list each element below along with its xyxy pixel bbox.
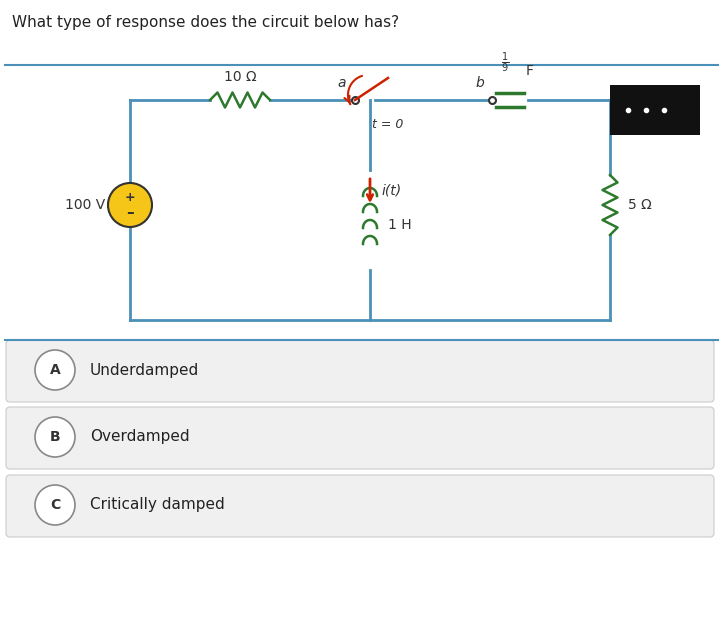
Text: A: A xyxy=(50,363,61,377)
Text: Underdamped: Underdamped xyxy=(90,362,200,378)
Text: Overdamped: Overdamped xyxy=(90,429,189,444)
FancyBboxPatch shape xyxy=(6,340,714,402)
Text: +: + xyxy=(124,191,135,204)
FancyBboxPatch shape xyxy=(610,85,700,135)
Text: 5 Ω: 5 Ω xyxy=(628,198,651,212)
Text: What type of response does the circuit below has?: What type of response does the circuit b… xyxy=(12,15,399,30)
Text: $\frac{1}{9}$: $\frac{1}{9}$ xyxy=(501,51,509,75)
Text: Critically damped: Critically damped xyxy=(90,498,225,512)
Text: F: F xyxy=(526,64,534,78)
FancyBboxPatch shape xyxy=(6,407,714,469)
Text: 1 H: 1 H xyxy=(388,218,411,232)
Text: 100 V: 100 V xyxy=(65,198,105,212)
Circle shape xyxy=(108,183,152,227)
FancyBboxPatch shape xyxy=(6,475,714,537)
Text: b: b xyxy=(476,76,484,90)
Text: C: C xyxy=(50,498,60,512)
Text: B: B xyxy=(50,430,60,444)
Circle shape xyxy=(35,485,75,525)
Circle shape xyxy=(35,417,75,457)
Text: –: – xyxy=(126,206,134,221)
Text: 10 Ω: 10 Ω xyxy=(223,70,257,84)
Circle shape xyxy=(35,350,75,390)
Text: a: a xyxy=(338,76,346,90)
Text: i(t): i(t) xyxy=(382,184,402,198)
Text: t = 0: t = 0 xyxy=(372,118,403,131)
